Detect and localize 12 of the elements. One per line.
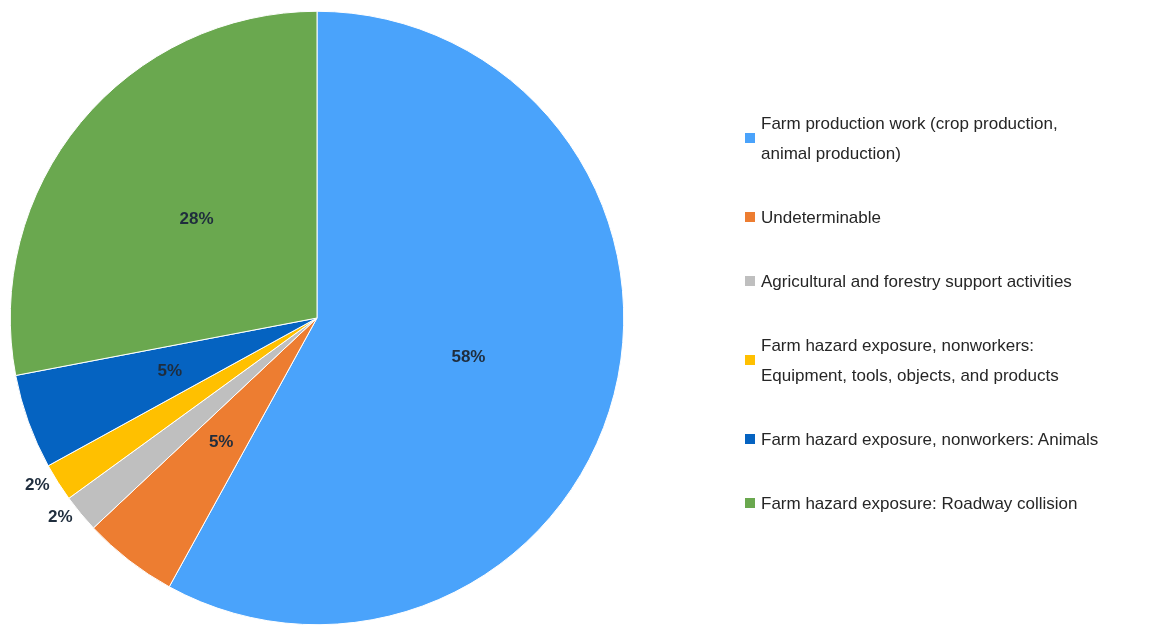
legend-label: Agricultural and forestry support activities [761,271,1072,291]
legend-label: Undeterminable [761,207,882,227]
legend-label: Farm production work (crop production, animal production) [761,113,1063,163]
data-label: 2% [47,506,73,526]
data-label: 5% [208,432,234,452]
data-label: 28% [179,208,214,228]
legend-label: Farm hazard exposure, nonworkers: Equipment, tools, objects, and products [761,335,1059,385]
legend-label: Farm hazard exposure: Roadway collision [761,493,1078,513]
data-label: 58% [451,347,486,367]
legend-label: Farm hazard exposure, nonworkers: Animals [761,429,1099,449]
data-label: 5% [157,361,183,381]
data-label: 2% [25,475,50,494]
